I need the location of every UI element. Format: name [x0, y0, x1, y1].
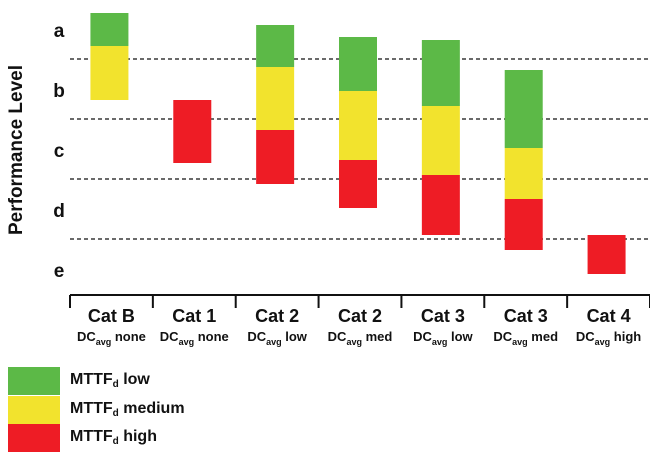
legend-label-mttf-high: MTTFd high [70, 428, 157, 447]
category-sublabel-7: DCavg high [576, 329, 641, 347]
chart-canvas: a b c d e Performance Level Cat B DCavg none Cat… [6, 13, 650, 347]
level-label-a: a [54, 21, 65, 42]
category-label-5: Cat 3 [421, 306, 465, 326]
bar-high-6 [504, 199, 543, 250]
category-sublabel-3: DCavg low [247, 329, 307, 347]
bar-high-4 [339, 160, 377, 208]
bar-low-3 [256, 25, 295, 67]
legend-swatch-mttf-low [8, 367, 60, 395]
y-axis-title: Performance Level [6, 65, 27, 235]
bar-medium-1 [90, 46, 129, 100]
category-sublabel-4: DCavg med [328, 329, 393, 347]
legend-label-mttf-low: MTTFd low [70, 371, 150, 390]
bar-high-5 [421, 175, 460, 235]
category-sublabel-1: DCavg none [77, 329, 146, 347]
bar-low-5 [421, 40, 460, 106]
category-sublabel-5: DCavg low [413, 329, 473, 347]
category-label-6: Cat 3 [504, 306, 548, 326]
level-label-c: c [54, 141, 65, 162]
category-sublabel-2: DCavg none [160, 329, 229, 347]
legend-label-mttf-medium: MTTFd medium [70, 400, 185, 419]
legend-swatch-mttf-medium [8, 396, 60, 424]
level-label-b: b [53, 81, 65, 102]
category-label-1: Cat B [88, 306, 135, 326]
bar-low-4 [339, 37, 377, 91]
bar-low-1 [90, 13, 129, 46]
bar-high-3 [256, 130, 295, 184]
bar-medium-4 [339, 91, 377, 160]
category-sublabel-6: DCavg med [493, 329, 558, 347]
bar-high-2 [173, 100, 212, 163]
bar-low-6 [504, 70, 543, 148]
category-label-3: Cat 2 [255, 306, 299, 326]
category-label-2: Cat 1 [172, 306, 216, 326]
bar-medium-3 [256, 67, 295, 130]
level-label-d: d [53, 201, 65, 222]
bar-medium-5 [421, 106, 460, 175]
bar-high-7 [587, 235, 626, 274]
level-label-e: e [54, 261, 65, 282]
category-label-4: Cat 2 [338, 306, 382, 326]
category-label-7: Cat 4 [587, 306, 631, 326]
legend-swatch-mttf-high [8, 424, 60, 452]
bar-medium-6 [504, 148, 543, 199]
